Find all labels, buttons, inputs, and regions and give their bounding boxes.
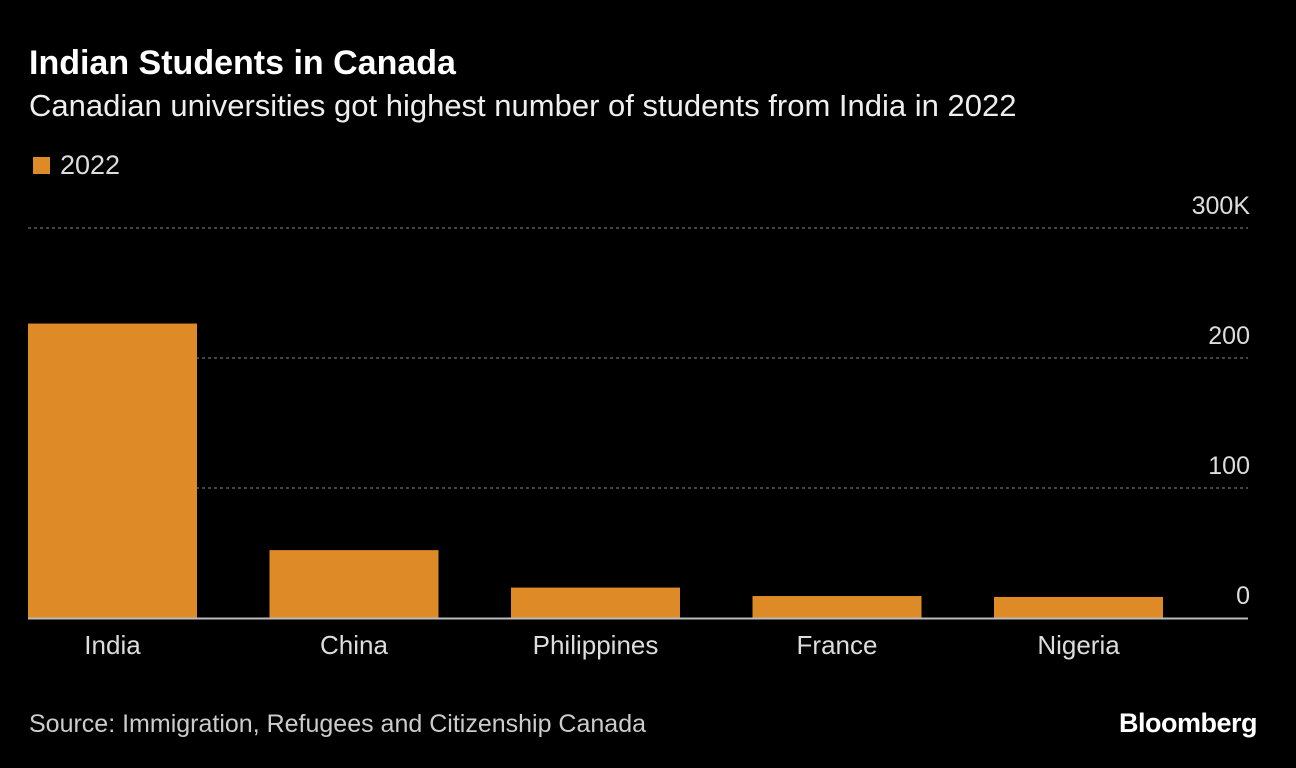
y-tick-label: 200	[1208, 322, 1250, 350]
bar-india	[28, 323, 197, 618]
bar-nigeria	[994, 596, 1163, 618]
legend-swatch	[33, 157, 50, 174]
x-tick-label: Philippines	[533, 630, 659, 660]
legend: 2022	[33, 150, 120, 181]
x-tick-label: India	[84, 630, 141, 660]
x-tick-label: China	[320, 630, 388, 660]
bar-china	[269, 550, 439, 618]
y-tick-label: 0	[1236, 582, 1250, 610]
bar-philippines	[511, 587, 680, 618]
bar-france	[752, 596, 922, 618]
y-tick-label: 300K	[1192, 192, 1251, 220]
chart-subtitle: Canadian universities got highest number…	[29, 88, 1017, 123]
x-tick-label: France	[797, 630, 878, 660]
legend-label: 2022	[60, 150, 121, 180]
y-tick-label: 100	[1208, 452, 1250, 480]
x-tick-label: Nigeria	[1037, 630, 1120, 660]
bloomberg-logo: Bloomberg	[1118, 708, 1258, 738]
chart-title: Indian Students in Canada	[29, 44, 456, 82]
source-note: Source: Immigration, Refugees and Citize…	[29, 710, 647, 738]
